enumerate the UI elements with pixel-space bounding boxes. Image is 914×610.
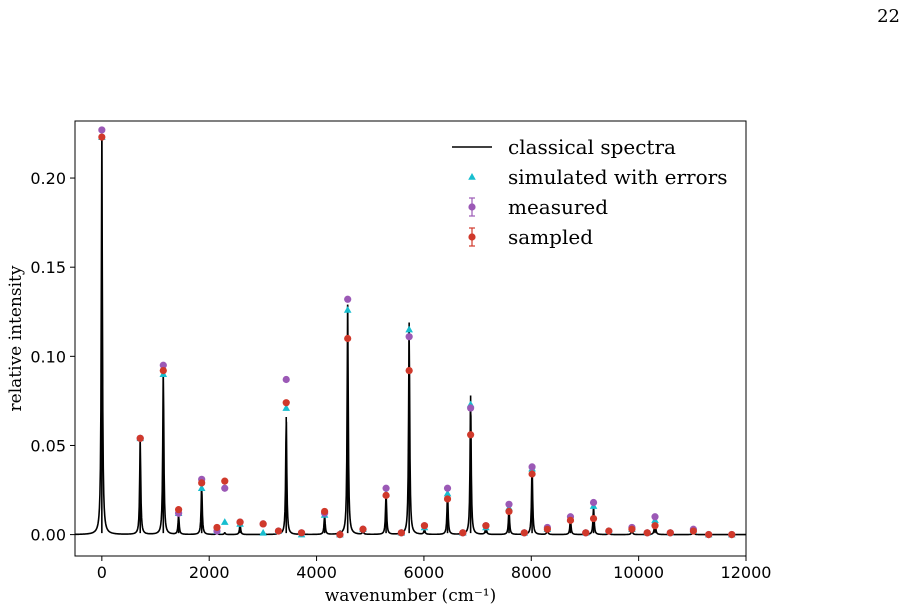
sampled-point <box>582 529 590 537</box>
sampled-point <box>566 516 575 524</box>
sampled-point <box>651 522 659 530</box>
x-axis-label: wavenumber (cm⁻¹) <box>325 586 497 606</box>
measured-point <box>221 484 229 492</box>
measured-point <box>467 404 475 412</box>
sampled-point <box>98 133 106 141</box>
measured-point <box>589 498 598 507</box>
sampled-point <box>628 525 636 533</box>
sampled-point <box>689 527 697 535</box>
sampled-point <box>397 529 405 537</box>
sampled-point <box>482 522 490 530</box>
x-tick-label: 2000 <box>189 563 230 582</box>
measured-point <box>528 463 536 471</box>
sampled-point <box>236 518 244 526</box>
sampled-point <box>282 399 290 407</box>
sampled-point <box>297 529 306 537</box>
measured-point <box>505 500 513 508</box>
measured-point <box>159 361 167 369</box>
plot-frame <box>74 120 747 557</box>
sampled-point <box>321 507 329 516</box>
sampled-point <box>344 334 352 343</box>
sampled-point <box>175 506 183 514</box>
sampled-point <box>336 531 344 539</box>
simulated-point <box>259 528 267 536</box>
x-tick-label: 0 <box>97 563 107 582</box>
legend-label: simulated with errors <box>508 165 727 189</box>
legend-label: sampled <box>508 225 593 249</box>
measured-point <box>382 484 390 492</box>
y-tick-label: 0.00 <box>30 526 66 545</box>
sampled-point <box>520 529 528 537</box>
y-tick-label: 0.15 <box>30 258 66 277</box>
sampled-point <box>159 366 167 375</box>
sampled-point <box>705 531 713 539</box>
sampled-point <box>136 434 144 442</box>
sampled-point <box>405 366 413 375</box>
legend-marker-measured <box>468 203 476 211</box>
classical-spectra-line <box>75 136 746 536</box>
sampled-point <box>382 491 390 499</box>
x-tick-label: 10000 <box>613 563 664 582</box>
measured-point <box>98 126 106 134</box>
measured-point <box>443 484 452 492</box>
sampled-point <box>467 431 475 439</box>
sampled-point <box>459 529 467 537</box>
sampled-point <box>420 522 429 530</box>
sampled-point <box>666 529 674 537</box>
plot-inner <box>75 126 746 539</box>
legend-label: classical spectra <box>508 135 676 159</box>
simulated-point <box>282 404 291 411</box>
x-tick-label: 12000 <box>721 563 772 582</box>
y-tick-label: 0.05 <box>30 436 66 455</box>
measured-point <box>651 513 659 521</box>
legend-label: measured <box>508 195 608 219</box>
axes: 0 2000 4000 6000 8000 10000 12000 0.00 0.05 0.10 0… <box>6 120 772 606</box>
y-tick-label: 0.20 <box>30 169 66 188</box>
measured-point <box>282 375 290 384</box>
measured-point <box>405 333 413 341</box>
legend-marker-sampled <box>468 233 476 241</box>
simulated-point <box>197 484 206 492</box>
sampled-point <box>213 523 221 532</box>
x-tick-label: 4000 <box>296 563 337 582</box>
sampled-point <box>259 520 267 528</box>
sampled-point <box>274 527 283 535</box>
sampled-point <box>221 477 229 485</box>
simulated-point <box>220 518 229 525</box>
sampled-point <box>605 527 613 535</box>
sampled-point <box>589 514 598 523</box>
sampled-point <box>643 529 651 537</box>
simulated-point <box>443 489 452 497</box>
measured-point <box>344 295 352 303</box>
simulated-point <box>343 305 352 313</box>
legend: classical spectra simulated with errors me… <box>452 135 727 249</box>
sampled-point <box>359 525 367 533</box>
y-tick-label: 0.10 <box>30 347 66 366</box>
x-tick-label: 6000 <box>404 563 445 582</box>
simulated-point <box>405 325 413 333</box>
sampled-point <box>728 531 736 539</box>
sampled-point <box>505 507 513 516</box>
page-number: 22 <box>877 6 900 27</box>
sampled-point <box>528 470 536 478</box>
sampled-point <box>198 479 206 487</box>
x-tick-label: 8000 <box>511 563 552 582</box>
sampled-point <box>543 525 551 533</box>
y-axis-label: relative intensity <box>6 265 26 411</box>
sampled-point <box>443 495 452 503</box>
plot-area <box>75 126 746 539</box>
legend-marker-simulated <box>468 173 476 180</box>
